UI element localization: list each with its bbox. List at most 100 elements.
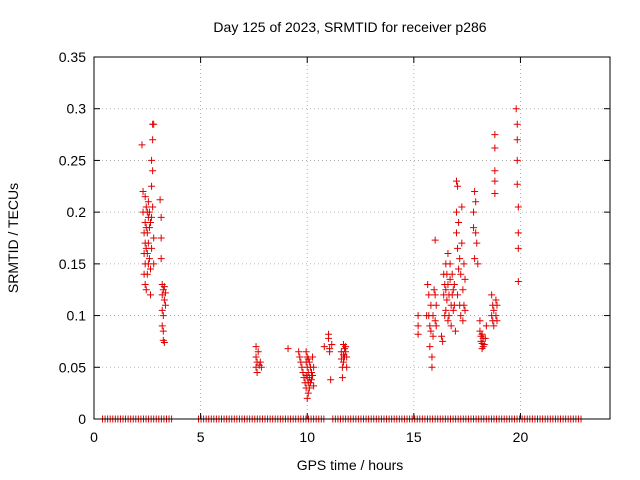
grid: [94, 57, 610, 419]
data-point: [143, 250, 151, 258]
data-point: [490, 322, 498, 330]
data-point: [449, 306, 457, 314]
data-point: [414, 312, 422, 320]
data-point: [307, 376, 315, 384]
y-tick-label: 0.3: [67, 101, 87, 117]
data-point: [431, 291, 439, 299]
data-point: [158, 306, 166, 314]
data-point: [141, 193, 149, 201]
data-point: [425, 291, 433, 299]
data-point: [491, 190, 499, 198]
data-point: [432, 301, 440, 309]
data-point: [431, 236, 439, 244]
x-tick-label: 5: [197, 429, 205, 445]
data-point: [414, 322, 422, 330]
data-point: [252, 343, 260, 351]
data-point: [448, 270, 456, 278]
x-tick-label: 10: [299, 429, 315, 445]
x-axis-label: GPS time / hours: [297, 457, 404, 473]
data-point: [460, 301, 468, 309]
data-point: [141, 281, 149, 289]
data-point: [327, 376, 335, 384]
data-point: [310, 363, 318, 371]
data-point: [307, 368, 315, 376]
data-point: [514, 229, 522, 237]
data-point: [449, 286, 457, 294]
data-point: [470, 208, 478, 216]
data-point: [476, 317, 484, 325]
x-tick-label: 15: [406, 429, 422, 445]
data-point: [254, 348, 262, 356]
data-point: [156, 196, 164, 204]
data-point: [513, 136, 521, 144]
data-point: [338, 374, 346, 382]
data-point: [142, 286, 150, 294]
data-point: [442, 286, 450, 294]
data-point: [148, 213, 156, 221]
data-point: [458, 239, 466, 247]
data-point: [444, 281, 452, 289]
data-point: [452, 229, 460, 237]
data-point: [455, 265, 463, 273]
data-point: [328, 341, 336, 349]
data-point: [160, 283, 168, 291]
plot-frame: [93, 56, 611, 420]
data-point: [342, 348, 350, 356]
data-point: [456, 255, 464, 263]
data-point: [158, 322, 166, 330]
data-point: [429, 332, 437, 340]
data-point: [454, 291, 462, 299]
data-point: [339, 358, 347, 366]
data-point: [442, 306, 450, 314]
data-point: [444, 317, 452, 325]
data-point: [481, 334, 489, 342]
data-point: [459, 286, 467, 294]
data-point: [309, 372, 317, 380]
chart-title: Day 125 of 2023, SRMTID for receiver p28…: [213, 19, 486, 35]
data-point: [296, 353, 304, 361]
data-point: [149, 203, 157, 211]
y-tick-label: 0.35: [59, 49, 86, 65]
y-tick-label: 0.1: [67, 308, 87, 324]
data-point: [305, 358, 313, 366]
data-point: [253, 368, 261, 376]
data-point: [284, 345, 292, 353]
data-point: [305, 384, 313, 392]
data-point: [143, 270, 151, 278]
data-point: [514, 277, 522, 285]
x-tick-label: 0: [90, 429, 98, 445]
data-point: [144, 198, 152, 206]
data-point: [461, 306, 469, 314]
data-point: [148, 244, 156, 252]
data-point: [482, 322, 490, 330]
data-point: [256, 358, 264, 366]
data-point: [150, 234, 158, 242]
data-point: [459, 317, 467, 325]
data-point: [326, 348, 334, 356]
data-point: [343, 363, 351, 371]
y-axis-label: SRMTID / TECUs: [5, 183, 21, 293]
data-point: [447, 322, 455, 330]
data-point: [513, 180, 521, 188]
data-point: [471, 255, 479, 263]
data-point: [431, 317, 439, 325]
data-point: [147, 218, 155, 226]
data-point: [143, 229, 151, 237]
data-point: [157, 213, 165, 221]
data-point: [428, 353, 436, 361]
data-point: [426, 322, 434, 330]
data-point: [513, 120, 521, 128]
data-point: [142, 203, 150, 211]
data-point: [427, 327, 435, 335]
data-point: [512, 105, 520, 113]
data-point: [295, 348, 303, 356]
data-point: [139, 187, 147, 195]
data-point: [455, 218, 463, 226]
data-point: [161, 289, 169, 297]
data-point: [493, 317, 501, 325]
data-point: [430, 286, 438, 294]
data-point: [450, 281, 458, 289]
data-point: [474, 260, 482, 268]
data-point: [514, 244, 522, 252]
